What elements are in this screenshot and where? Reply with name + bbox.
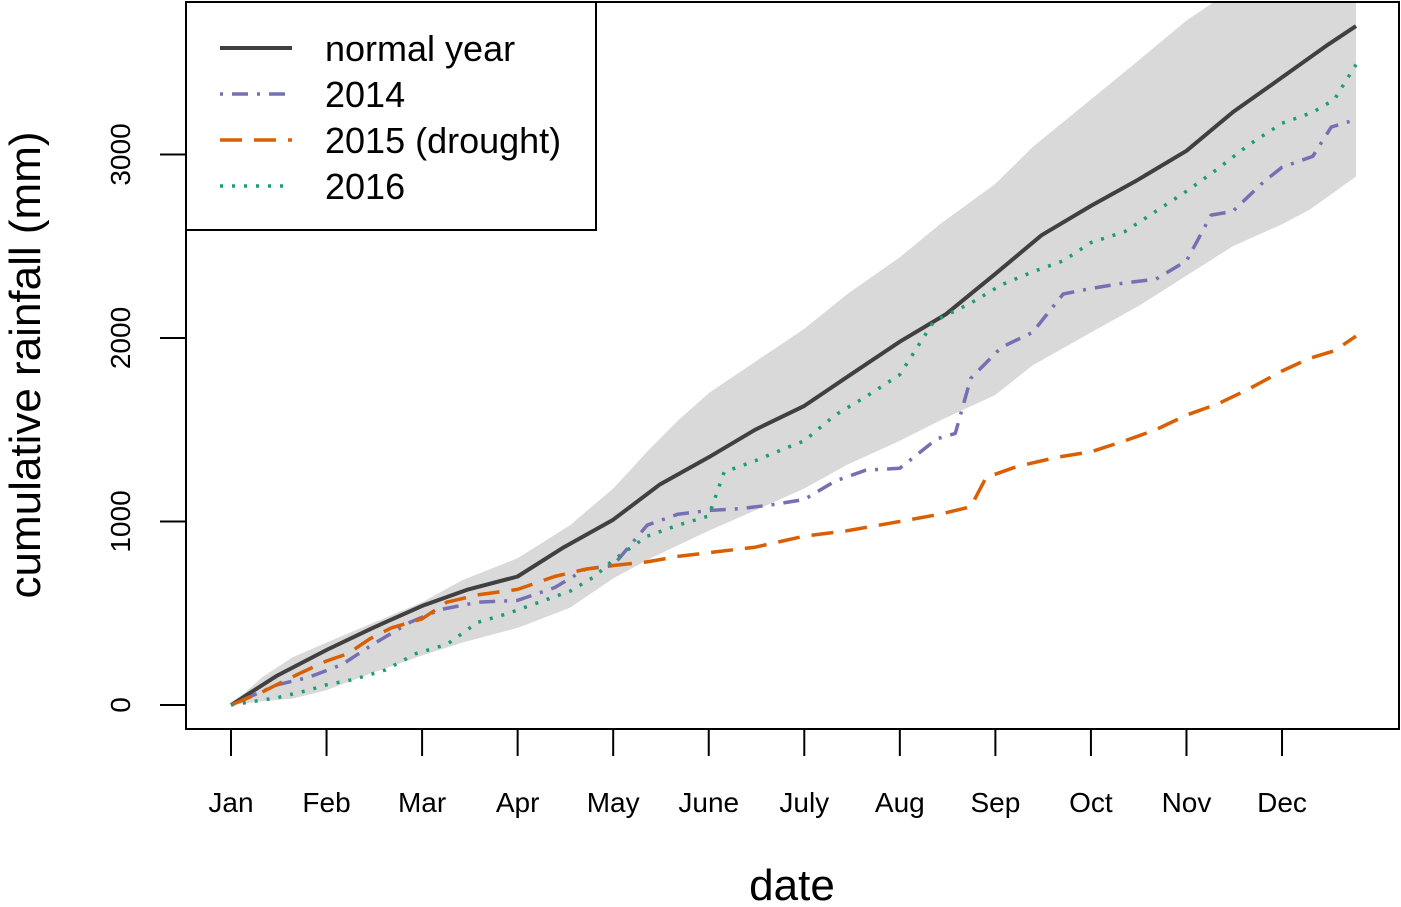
x-tick-label: Feb — [302, 787, 350, 818]
y-tick-label: 1000 — [105, 490, 136, 552]
x-tick-label: Mar — [398, 787, 446, 818]
y-tick-label: 0 — [105, 697, 136, 713]
x-axis: Jan Feb Mar Apr May June July Aug Sep Oct Nov Dec — [208, 728, 1307, 818]
normal-range-band-layer — [231, 2, 1356, 705]
series-line-1 — [230, 117, 1357, 707]
x-tick-label: Nov — [1162, 787, 1212, 818]
legend-box — [185, 1, 597, 231]
legend-label: 2015 (drought) — [325, 120, 561, 161]
y-tick-label: 2000 — [105, 307, 136, 369]
legend-label: normal year — [325, 28, 515, 69]
x-tick-label: May — [587, 787, 640, 818]
x-tick-label: July — [779, 787, 829, 818]
legend-label: 2014 — [325, 74, 405, 115]
x-tick-label: Sep — [970, 787, 1020, 818]
y-axis-title: cumulative rainfall (mm) — [1, 132, 50, 599]
y-tick-label: 3000 — [105, 123, 136, 185]
legend: normal year 2014 2015 (drought) 2016 — [185, 1, 597, 231]
series-line-2 — [230, 334, 1357, 707]
x-tick-label: June — [678, 787, 739, 818]
x-tick-label: Apr — [496, 787, 540, 818]
x-axis-title: date — [749, 861, 835, 907]
series-line-0 — [229, 24, 1358, 707]
x-tick-label: Oct — [1069, 787, 1113, 818]
x-tick-label: Jan — [208, 787, 253, 818]
x-tick-label: Dec — [1257, 787, 1307, 818]
normal-range-band — [231, 2, 1356, 705]
series-line-3 — [230, 63, 1358, 707]
series-layer — [229, 24, 1358, 707]
y-axis: 0 1000 2000 3000 — [105, 123, 187, 713]
legend-label: 2016 — [325, 166, 405, 207]
x-tick-label: Aug — [875, 787, 925, 818]
